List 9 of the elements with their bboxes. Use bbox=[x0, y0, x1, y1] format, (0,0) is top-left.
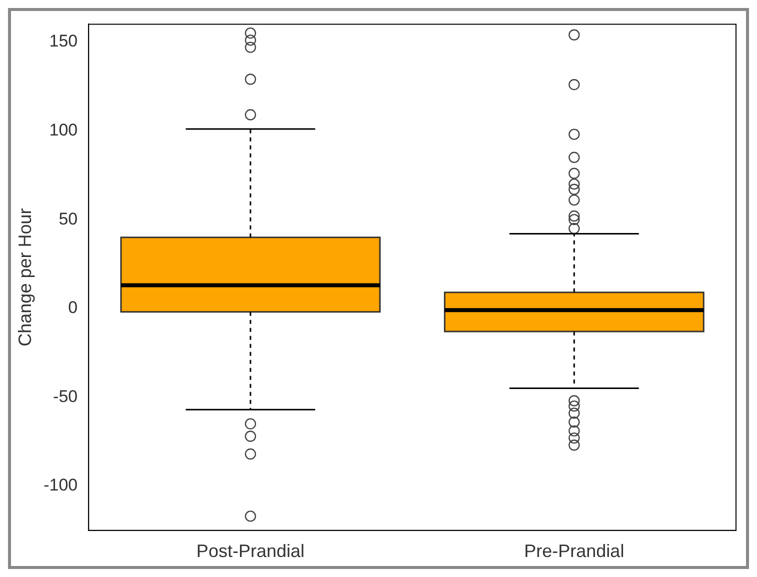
y-tick-label: 150 bbox=[49, 32, 78, 51]
y-tick-label: -100 bbox=[44, 476, 78, 495]
y-tick-label: -50 bbox=[53, 386, 78, 406]
x-tick-label: Pre-Prandial bbox=[524, 541, 624, 562]
y-tick-label: 0 bbox=[68, 298, 78, 318]
y-tick-label: 50 bbox=[58, 209, 78, 228]
y-tick-label: 100 bbox=[49, 120, 78, 140]
y-axis-title: Change per Hour bbox=[14, 208, 35, 346]
x-tick-label: Post-Prandial bbox=[196, 541, 304, 562]
